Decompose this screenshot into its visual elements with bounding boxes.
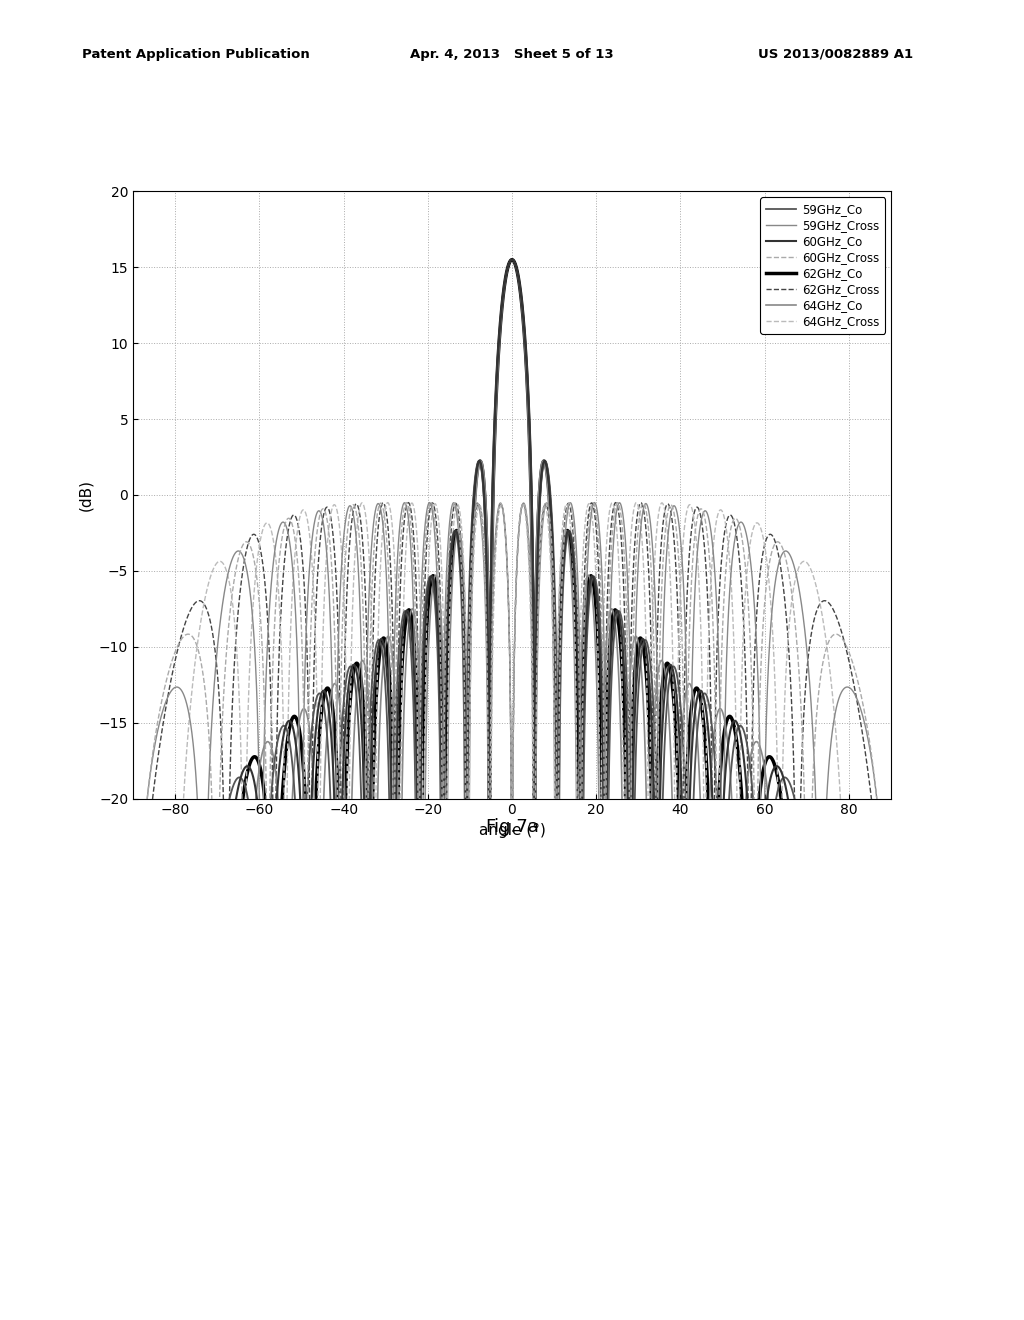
X-axis label: angle (°): angle (°): [478, 822, 546, 838]
Y-axis label: (dB): (dB): [79, 479, 93, 511]
Text: Apr. 4, 2013   Sheet 5 of 13: Apr. 4, 2013 Sheet 5 of 13: [410, 48, 613, 61]
Text: Fig.7a: Fig.7a: [485, 817, 539, 836]
Text: US 2013/0082889 A1: US 2013/0082889 A1: [758, 48, 912, 61]
Text: Patent Application Publication: Patent Application Publication: [82, 48, 309, 61]
Legend: 59GHz_Co, 59GHz_Cross, 60GHz_Co, 60GHz_Cross, 62GHz_Co, 62GHz_Cross, 64GHz_Co, 6: 59GHz_Co, 59GHz_Cross, 60GHz_Co, 60GHz_C…: [761, 197, 885, 334]
